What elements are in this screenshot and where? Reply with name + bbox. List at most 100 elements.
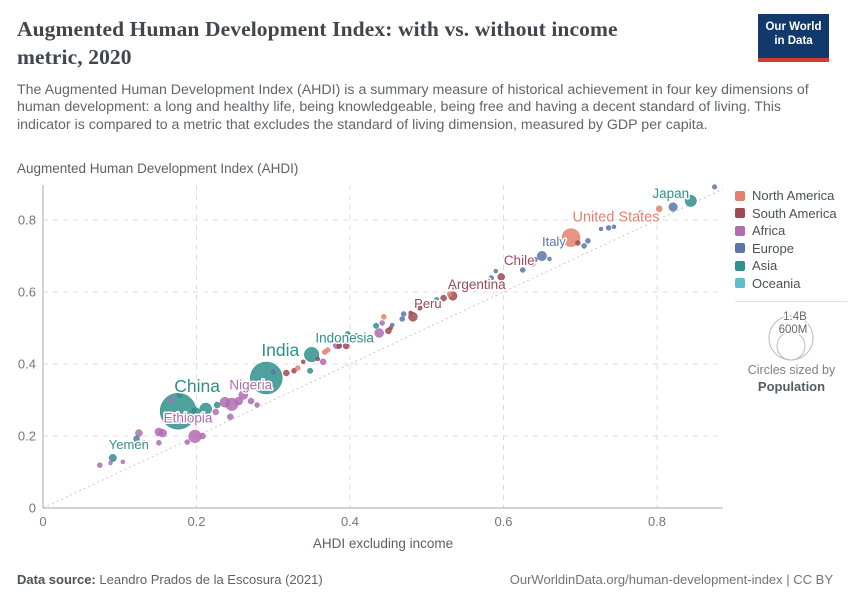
data-point[interactable] — [291, 368, 297, 374]
data-point[interactable] — [493, 268, 499, 274]
data-point[interactable] — [473, 280, 479, 286]
point-label-peru[interactable]: Peru — [413, 294, 443, 312]
data-point[interactable] — [300, 359, 306, 365]
data-point[interactable] — [120, 459, 126, 465]
data-point[interactable] — [447, 291, 453, 297]
data-point[interactable] — [97, 462, 103, 468]
data-point[interactable] — [399, 316, 405, 322]
diagonal-reference-line — [42, 188, 724, 509]
data-point[interactable] — [429, 300, 435, 306]
legend-item-europe[interactable]: Europe — [735, 240, 848, 258]
x-tick-label: 0.2 — [187, 514, 205, 529]
data-point[interactable] — [433, 297, 440, 303]
point-label-china[interactable]: China — [173, 375, 222, 398]
data-point[interactable] — [374, 328, 384, 338]
legend-item-oceania[interactable]: Oceania — [735, 275, 848, 293]
data-point[interactable] — [400, 311, 407, 317]
data-point-chile[interactable] — [497, 273, 505, 281]
data-point[interactable] — [389, 322, 395, 328]
data-point[interactable] — [668, 202, 678, 212]
data-point[interactable] — [324, 347, 331, 353]
legend-item-north-america[interactable]: North America — [735, 187, 848, 205]
data-point[interactable] — [631, 214, 637, 220]
data-point[interactable] — [547, 256, 552, 262]
data-point[interactable] — [683, 190, 689, 196]
data-point[interactable] — [219, 396, 231, 408]
data-point[interactable] — [575, 240, 581, 246]
data-point[interactable] — [295, 365, 301, 371]
point-label-united-states[interactable]: United States — [571, 208, 661, 227]
data-point[interactable] — [254, 402, 260, 408]
data-point[interactable] — [342, 342, 350, 350]
data-point[interactable] — [519, 267, 526, 273]
data-point[interactable] — [191, 414, 199, 422]
data-point-yemen[interactable] — [108, 454, 117, 462]
legend-item-south-america[interactable]: South America — [735, 205, 848, 223]
data-point[interactable] — [488, 275, 494, 281]
data-point[interactable] — [585, 238, 591, 244]
data-point[interactable] — [156, 440, 162, 446]
data-point[interactable] — [234, 396, 243, 406]
data-point[interactable] — [379, 320, 385, 326]
data-point[interactable] — [270, 369, 277, 375]
data-point[interactable] — [141, 440, 148, 446]
point-label-argentina[interactable]: Argentina — [446, 276, 507, 294]
data-point[interactable] — [451, 284, 458, 290]
point-label-indonesia[interactable]: Indonesia — [314, 329, 376, 347]
data-point[interactable] — [238, 390, 249, 400]
data-point[interactable] — [283, 369, 290, 377]
data-point[interactable] — [532, 256, 538, 263]
data-point[interactable] — [315, 356, 321, 362]
data-point[interactable] — [176, 392, 183, 398]
point-label-chile[interactable]: Chile — [502, 251, 536, 269]
data-point[interactable] — [199, 432, 206, 440]
data-point[interactable] — [440, 294, 447, 302]
data-point[interactable] — [656, 205, 663, 213]
data-point[interactable] — [460, 282, 466, 288]
data-point[interactable] — [581, 243, 587, 249]
legend-item-asia[interactable]: Asia — [735, 257, 848, 275]
data-point-indonesia[interactable] — [304, 347, 320, 363]
point-label-japan[interactable]: Japan — [651, 184, 691, 202]
data-point[interactable] — [611, 224, 617, 230]
data-point-japan[interactable] — [684, 194, 697, 207]
data-point[interactable] — [529, 261, 536, 267]
data-point[interactable] — [227, 413, 234, 421]
data-point[interactable] — [336, 343, 343, 349]
data-point[interactable] — [213, 401, 221, 409]
data-point[interactable] — [158, 428, 167, 438]
data-point[interactable] — [605, 225, 612, 231]
header: Our World in Data Augmented Human Develo… — [17, 12, 833, 134]
point-label-nigeria[interactable]: Nigeria — [228, 376, 274, 394]
footer-credit-link[interactable]: OurWorldinData.org/human-development-ind… — [509, 572, 833, 587]
point-label-yemen[interactable]: Yemen — [107, 436, 150, 454]
data-point[interactable] — [712, 184, 718, 190]
data-point[interactable] — [135, 429, 143, 437]
data-point[interactable] — [638, 209, 645, 217]
point-label-ethiopia[interactable]: Ethiopia — [162, 409, 214, 427]
data-point[interactable] — [319, 358, 327, 366]
data-point[interactable] — [184, 439, 191, 445]
data-point[interactable] — [133, 439, 140, 445]
data-point[interactable] — [344, 331, 351, 338]
point-label-italy[interactable]: Italy — [540, 233, 567, 251]
data-point[interactable] — [373, 322, 380, 329]
data-point[interactable] — [353, 333, 359, 339]
data-point[interactable] — [199, 402, 212, 416]
data-point[interactable] — [646, 212, 653, 218]
legend-item-africa[interactable]: Africa — [735, 222, 848, 240]
data-point[interactable] — [168, 397, 174, 403]
data-point[interactable] — [381, 314, 387, 320]
owid-logo[interactable]: Our World in Data — [758, 14, 829, 62]
data-point[interactable] — [408, 310, 413, 316]
data-point-italy[interactable] — [536, 251, 547, 261]
data-point[interactable] — [212, 408, 219, 416]
point-label-india[interactable]: India — [260, 339, 301, 362]
data-point[interactable] — [247, 397, 255, 405]
data-point[interactable] — [598, 226, 604, 232]
data-point[interactable] — [108, 460, 113, 466]
footer: Data source: Leandro Prados de la Escosu… — [0, 572, 850, 587]
data-point[interactable] — [417, 305, 423, 311]
data-point[interactable] — [307, 367, 314, 374]
